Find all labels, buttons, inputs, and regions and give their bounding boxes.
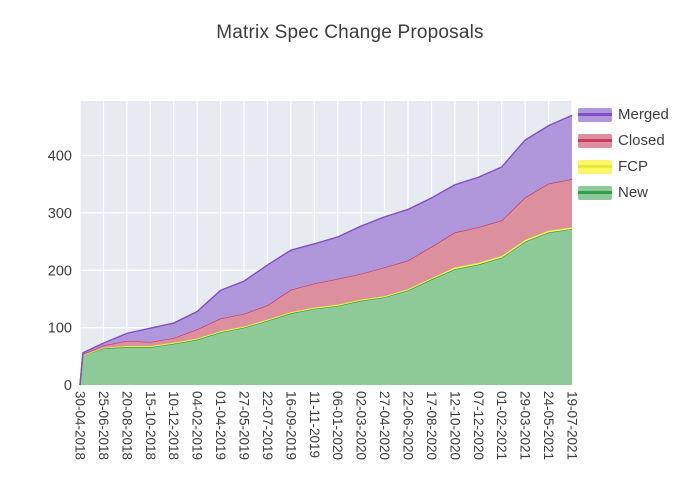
legend-item-merged[interactable]: Merged — [578, 106, 669, 123]
legend-item-fcp[interactable]: FCP — [578, 158, 669, 175]
x-tick-label: 27-05-2019 — [237, 391, 252, 460]
legend-label: New — [618, 184, 649, 201]
legend-label: FCP — [618, 158, 648, 175]
x-tick-label: 11-11-2019 — [307, 391, 322, 458]
x-tick-label: 12-10-2020 — [447, 391, 462, 460]
x-tick-label: 25-06-2018 — [96, 391, 111, 460]
y-tick-label: 300 — [48, 206, 72, 222]
x-tick-label: 01-04-2019 — [213, 391, 228, 460]
x-tick-label: 15-10-2018 — [143, 391, 158, 460]
legend-item-closed[interactable]: Closed — [578, 132, 669, 149]
legend-swatch-line — [578, 165, 612, 168]
x-tick-label: 06-01-2020 — [330, 391, 345, 460]
x-tick-label: 22-07-2019 — [260, 391, 275, 460]
legend-label: Merged — [618, 106, 669, 123]
chart-title: Matrix Spec Change Proposals — [216, 22, 484, 43]
legend-swatch-closed-icon — [578, 133, 612, 148]
area-closed — [80, 179, 572, 385]
y-tick-label: 100 — [48, 321, 72, 337]
area-new — [80, 228, 572, 385]
y-tick-label: 200 — [48, 263, 72, 279]
x-tick-label: 01-02-2021 — [494, 391, 509, 460]
legend-swatch-line — [578, 191, 612, 194]
x-tick-label: 27-04-2020 — [377, 391, 392, 460]
legend-swatch-merged-icon — [578, 107, 612, 122]
legend-swatch-fcp-icon — [578, 159, 612, 174]
x-tick-label: 10-12-2018 — [166, 391, 181, 460]
legend: Merged Closed FCP New — [578, 106, 669, 201]
x-tick-label: 19-07-2021 — [565, 391, 580, 460]
x-tick-label: 17-08-2020 — [424, 391, 439, 460]
y-tick-label: 0 — [64, 378, 72, 394]
line-merged — [79, 114, 573, 386]
legend-label: Closed — [618, 132, 665, 149]
area-merged — [80, 115, 572, 385]
x-tick-label: 30-04-2018 — [73, 391, 88, 460]
x-tick-label: 07-12-2020 — [471, 391, 486, 460]
legend-swatch-line — [578, 139, 612, 142]
x-tick-label: 20-08-2018 — [119, 391, 134, 460]
x-tick-label: 04-02-2019 — [190, 391, 205, 460]
x-tick-label: 22-06-2020 — [401, 391, 416, 460]
y-tick-label: 400 — [48, 149, 72, 165]
legend-swatch-new-icon — [578, 185, 612, 200]
legend-swatch-line — [578, 113, 612, 116]
x-tick-label: 24-05-2021 — [541, 391, 556, 460]
x-tick-label: 02-03-2020 — [354, 391, 369, 460]
x-tick-label: 16-09-2019 — [283, 391, 298, 460]
x-tick-label: 29-03-2021 — [518, 391, 533, 460]
legend-item-new[interactable]: New — [578, 184, 669, 201]
